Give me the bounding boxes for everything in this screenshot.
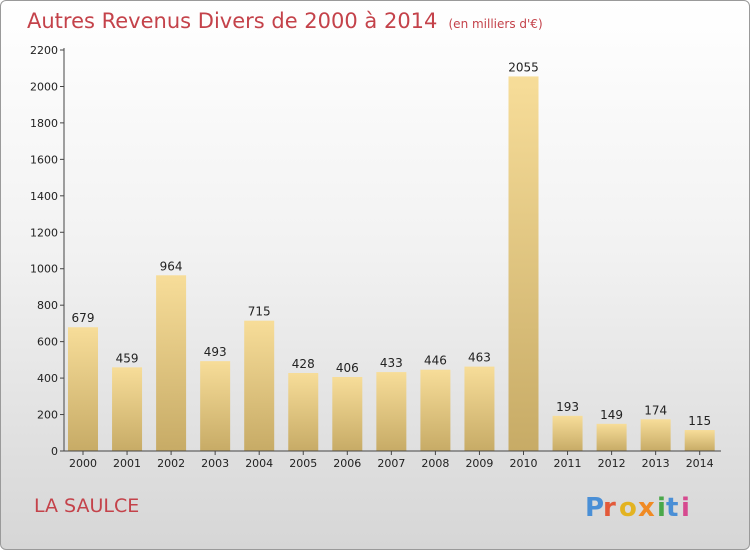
x-tick-label-2010: 2010 xyxy=(510,457,538,470)
x-tick-label-2013: 2013 xyxy=(642,457,670,470)
proxiti-logo: Pr o x i t i xyxy=(585,493,690,523)
x-tick-label-2008: 2008 xyxy=(421,457,449,470)
bar-2008 xyxy=(420,369,451,451)
value-label-2006: 406 xyxy=(336,361,359,375)
x-tick-label-2009: 2009 xyxy=(465,457,493,470)
x-tick-label-2012: 2012 xyxy=(598,457,626,470)
value-label-2005: 428 xyxy=(292,357,315,371)
logo-letter: x xyxy=(638,493,655,523)
logo-letter: r xyxy=(603,493,616,523)
y-tick-label: 200 xyxy=(37,409,58,422)
bar-2005 xyxy=(288,372,319,451)
value-label-2000: 679 xyxy=(72,311,95,325)
bar-2007 xyxy=(376,372,407,451)
bars-group: 679 459 964 493 715 428 406 433 446 463 2055 193 149… xyxy=(68,60,715,452)
logo-letter: P xyxy=(585,493,604,523)
x-tick-label-2000: 2000 xyxy=(69,457,97,470)
value-label-2001: 459 xyxy=(116,351,139,365)
value-label-2003: 493 xyxy=(204,345,227,359)
bar-2014 xyxy=(684,430,715,451)
y-tick-label: 1600 xyxy=(30,153,58,166)
y-tick-label: 1000 xyxy=(30,263,58,276)
value-label-2010: 2055 xyxy=(508,60,539,74)
x-tick-label-2002: 2002 xyxy=(157,457,185,470)
proxiti-logo-text: Pr o x i t i xyxy=(585,493,690,523)
value-label-2014: 115 xyxy=(688,414,711,428)
bar-2004 xyxy=(244,320,275,451)
logo-letter: o xyxy=(619,493,637,523)
y-tick-label: 0 xyxy=(51,445,58,458)
value-label-2002: 964 xyxy=(160,259,183,273)
y-axis: 0 200 400 600 800 1000 1200 1400 1600 1800 2000 220… xyxy=(30,44,65,458)
value-label-2004: 715 xyxy=(248,305,271,319)
logo-letter: i xyxy=(657,493,666,523)
y-tick-label: 1200 xyxy=(30,226,58,239)
x-tick-label-2007: 2007 xyxy=(377,457,405,470)
value-label-2007: 433 xyxy=(380,356,403,370)
x-tick-label-2003: 2003 xyxy=(201,457,229,470)
y-tick-label: 1800 xyxy=(30,117,58,130)
bar-2000 xyxy=(68,327,98,451)
bar-2003 xyxy=(200,361,231,451)
chart-title: Autres Revenus Divers de 2000 à 2014 (en… xyxy=(27,9,543,33)
x-tick-label-2014: 2014 xyxy=(686,457,714,470)
bar-2011 xyxy=(552,415,583,451)
value-label-2013: 174 xyxy=(644,403,667,417)
value-label-2009: 463 xyxy=(468,351,491,365)
value-label-2012: 149 xyxy=(600,408,623,422)
y-tick-label: 600 xyxy=(37,336,58,349)
location-label: LA SAULCE xyxy=(34,495,140,517)
value-label-2011: 193 xyxy=(556,400,579,414)
y-tick-label: 800 xyxy=(37,299,58,312)
y-tick-label: 2200 xyxy=(30,44,58,57)
bar-2012 xyxy=(596,423,627,451)
x-tick-label-2006: 2006 xyxy=(333,457,361,470)
x-axis: 2000 2001 2002 2003 2004 2005 2006 2007 2008 2009… xyxy=(64,450,721,470)
y-tick-label: 2000 xyxy=(30,80,58,93)
bar-2001 xyxy=(112,367,143,451)
x-tick-label-2011: 2011 xyxy=(554,457,582,470)
bar-2006 xyxy=(332,376,363,451)
bar-2009 xyxy=(464,366,495,451)
bar-2013 xyxy=(640,419,671,451)
chart-title-main: Autres Revenus Divers de 2000 à 2014 xyxy=(27,9,438,33)
y-tick-label: 400 xyxy=(37,372,58,385)
logo-letter: i xyxy=(681,493,690,523)
y-tick-label: 1400 xyxy=(30,190,58,203)
chart-title-unit: (en milliers d'€) xyxy=(448,17,543,31)
x-tick-label-2005: 2005 xyxy=(289,457,317,470)
x-tick-label-2001: 2001 xyxy=(113,457,141,470)
x-tick-label-2004: 2004 xyxy=(245,457,273,470)
bar-2010 xyxy=(508,76,539,452)
value-label-2008: 446 xyxy=(424,354,447,368)
logo-letter: t xyxy=(666,493,678,523)
bar-2002 xyxy=(156,275,187,451)
